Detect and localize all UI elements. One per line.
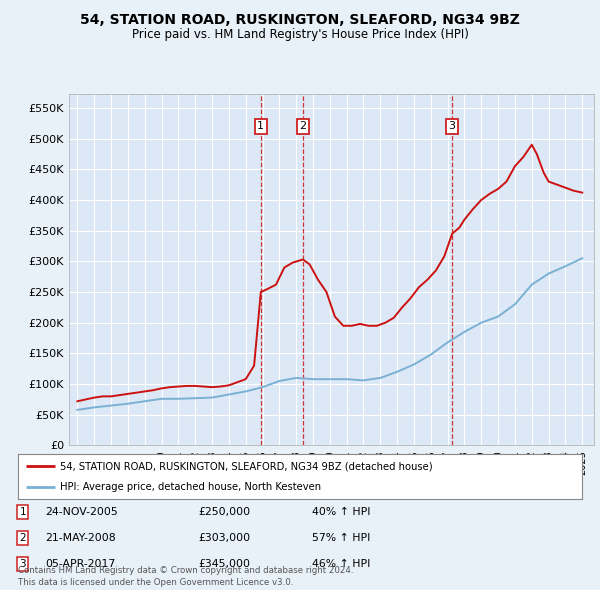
Text: 24-NOV-2005: 24-NOV-2005	[45, 507, 118, 517]
Text: 46% ↑ HPI: 46% ↑ HPI	[312, 559, 370, 569]
Text: 54, STATION ROAD, RUSKINGTON, SLEAFORD, NG34 9BZ (detached house): 54, STATION ROAD, RUSKINGTON, SLEAFORD, …	[60, 461, 433, 471]
Text: £345,000: £345,000	[198, 559, 250, 569]
Text: 57% ↑ HPI: 57% ↑ HPI	[312, 533, 370, 543]
Text: 54, STATION ROAD, RUSKINGTON, SLEAFORD, NG34 9BZ: 54, STATION ROAD, RUSKINGTON, SLEAFORD, …	[80, 13, 520, 27]
Text: 21-MAY-2008: 21-MAY-2008	[45, 533, 116, 543]
Text: 2: 2	[299, 122, 307, 132]
Text: Contains HM Land Registry data © Crown copyright and database right 2024.
This d: Contains HM Land Registry data © Crown c…	[18, 566, 353, 587]
Text: 3: 3	[449, 122, 455, 132]
Text: 1: 1	[257, 122, 265, 132]
Text: HPI: Average price, detached house, North Kesteven: HPI: Average price, detached house, Nort…	[60, 483, 322, 493]
Text: 1: 1	[19, 507, 26, 517]
Text: 40% ↑ HPI: 40% ↑ HPI	[312, 507, 371, 517]
Text: 05-APR-2017: 05-APR-2017	[45, 559, 115, 569]
Text: 2: 2	[19, 533, 26, 543]
Text: Price paid vs. HM Land Registry's House Price Index (HPI): Price paid vs. HM Land Registry's House …	[131, 28, 469, 41]
Text: £303,000: £303,000	[198, 533, 250, 543]
Text: £250,000: £250,000	[198, 507, 250, 517]
Text: 3: 3	[19, 559, 26, 569]
